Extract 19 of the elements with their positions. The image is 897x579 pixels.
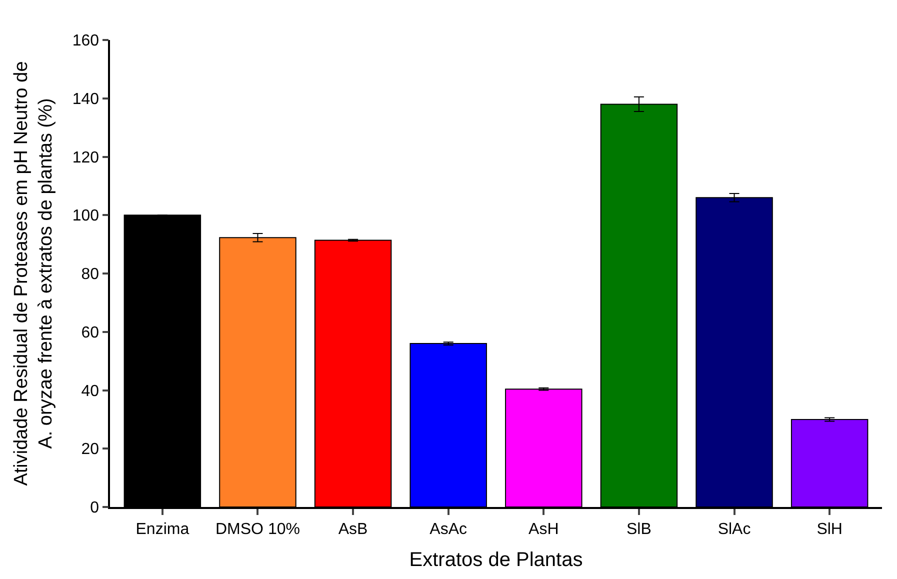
y-tick-label: 80: [81, 266, 100, 284]
x-tick-label: Enzima: [136, 520, 190, 538]
y-tick-label: 120: [72, 149, 100, 166]
y-tick-label: 0: [90, 500, 100, 517]
y-tick-label: 40: [81, 382, 100, 400]
x-tick-label: AsB: [338, 520, 368, 538]
y-tick-label: 140: [72, 90, 100, 108]
y-tick-label: 20: [81, 441, 100, 458]
x-tick-label: AsAc: [430, 520, 468, 538]
x-tick-label: SlB: [626, 520, 652, 538]
x-axis-title: Extratos de Plantas: [409, 548, 583, 571]
y-tick-label: 160: [72, 32, 100, 50]
x-tick-label: DMSO 10%: [215, 520, 300, 538]
y-tick-label: 60: [81, 324, 100, 342]
x-tick-label: SlH: [816, 520, 842, 538]
y-tick-label: 100: [72, 208, 100, 225]
x-tick-label: SlAc: [718, 520, 751, 538]
y-axis-title: Atividade Residual de Proteases em pH Neutro de A. oryzae frente à extratos de plantas (%): [10, 61, 57, 486]
x-tick-label: AsH: [528, 520, 559, 538]
